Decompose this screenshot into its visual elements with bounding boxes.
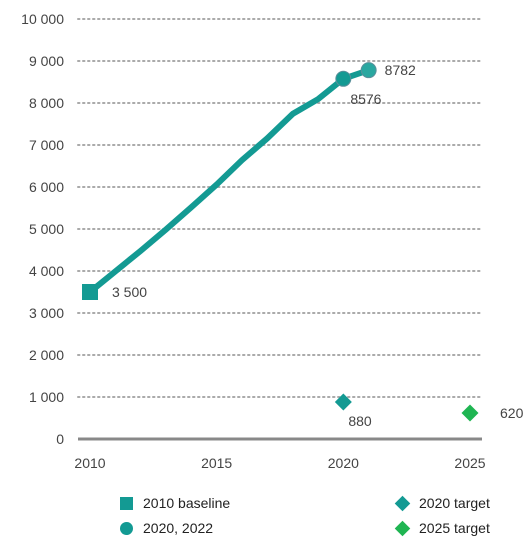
markers: [82, 62, 479, 422]
x-axis-ticks: 2010 2015 2020 2025: [74, 455, 485, 471]
series-line: [87, 67, 372, 295]
y-tick-label: 4 000: [29, 263, 64, 279]
legend-item-2025-target: 2025 target: [394, 520, 490, 536]
data-label-t2025: 620: [500, 405, 524, 421]
y-tick-label: 9 000: [29, 53, 64, 69]
legend-label: 2010 baseline: [143, 495, 231, 511]
legend-item-baseline: 2010 baseline: [120, 495, 230, 511]
y-tick-label: 1 000: [29, 389, 64, 405]
y-axis-ticks: 0 1 000 2 000 3 000 4 000 5 000 6 000 7 000 8 00…: [21, 11, 64, 447]
gridlines: [77, 18, 483, 398]
marker-square-baseline: [82, 284, 98, 300]
y-tick-label: 6 000: [29, 179, 64, 195]
legend-label: 2020 target: [419, 495, 490, 511]
legend-item-2020-target: 2020 target: [394, 495, 490, 511]
legend-square-marker: [120, 496, 133, 510]
marker-diamond-t2025: [461, 404, 479, 422]
legend-diamond-marker: [394, 520, 411, 536]
y-tick-label: 10 000: [21, 11, 64, 27]
y-tick-label: 3 000: [29, 305, 64, 321]
legend-label: 2020, 2022: [143, 520, 214, 536]
marker-circle-p2022: [360, 62, 377, 79]
y-tick-label: 7 000: [29, 137, 64, 153]
y-tick-label: 2 000: [29, 347, 64, 363]
legend-label: 2025 target: [419, 520, 490, 536]
legend-item-2020-2022: 2020, 2022: [120, 520, 213, 536]
data-label-p2020: 8576: [350, 91, 381, 107]
y-tick-label: 5 000: [29, 221, 64, 237]
data-label-p2022: 8782: [385, 62, 416, 78]
x-tick-label: 2025: [454, 455, 485, 471]
data-label-t2020: 880: [348, 413, 372, 429]
y-tick-label: 0: [56, 431, 64, 447]
x-tick-label: 2010: [74, 455, 105, 471]
marker-circle-p2020: [335, 70, 352, 87]
marker-diamond-t2020: [334, 393, 352, 411]
y-tick-label: 8 000: [29, 95, 64, 111]
legend-circle-marker: [120, 521, 133, 535]
x-tick-label: 2015: [201, 455, 232, 471]
series: [87, 67, 372, 295]
x-tick-label: 2020: [328, 455, 359, 471]
legend-diamond-marker: [394, 495, 411, 511]
data-label-baseline: 3 500: [112, 284, 147, 300]
